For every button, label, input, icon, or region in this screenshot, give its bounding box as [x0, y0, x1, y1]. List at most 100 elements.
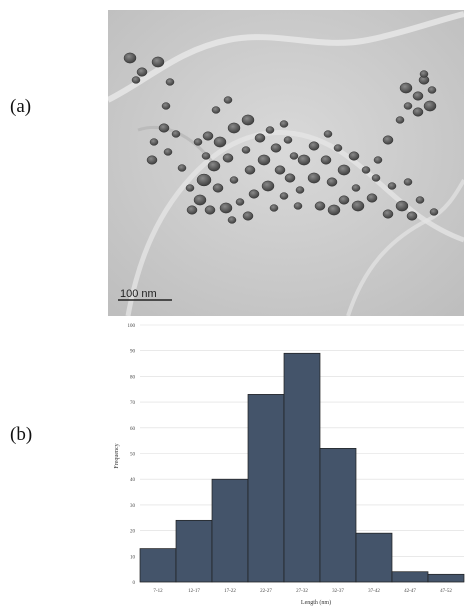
scale-bar-label: 100 nm [120, 288, 157, 300]
nanoparticle [284, 173, 296, 183]
x-tick-label: 17-22 [224, 589, 236, 594]
nanoparticle [423, 100, 437, 112]
nanoparticle [207, 160, 221, 172]
x-tick-label: 37-42 [368, 589, 380, 594]
nanoparticle [427, 86, 437, 94]
nanoparticle [361, 166, 371, 174]
nanoparticle [295, 186, 305, 194]
nanoparticle [412, 107, 424, 117]
nanoparticle [227, 216, 237, 224]
nanoparticle [196, 173, 212, 187]
nanoparticle [242, 211, 254, 221]
histogram-bar [139, 548, 177, 583]
x-axis-label: Length (nm) [301, 599, 331, 606]
nanoparticle [326, 177, 338, 187]
nanoparticle [327, 204, 341, 216]
panel-label-a: (a) [10, 96, 32, 117]
nanoparticle [241, 114, 255, 126]
nanoparticle [351, 184, 361, 192]
histogram-bar [355, 532, 393, 583]
nanoparticle [371, 174, 381, 182]
nanoparticle [366, 193, 378, 203]
nanoparticle [261, 180, 275, 192]
nanoparticle [274, 165, 286, 175]
carbon-film-strand [125, 130, 464, 316]
nanoparticle [308, 141, 320, 151]
histogram-chart: 0 10 20 30 40 50 60 70 80 90 100 7-12 12-17 17-22 22-2… [112, 316, 468, 607]
x-tick-label: 7-12 [153, 589, 163, 594]
nanoparticle [201, 152, 211, 160]
tem-micrograph: 100 nm [108, 10, 464, 316]
x-tick-label: 22-27 [260, 589, 272, 594]
nanoparticle [223, 96, 233, 104]
nanoparticle [211, 106, 221, 114]
nanoparticle [222, 153, 234, 163]
carbon-film-strand [108, 11, 464, 103]
panel-label-b: (b) [10, 424, 33, 445]
nanoparticle [171, 130, 181, 138]
nanoparticle [257, 154, 271, 166]
y-tick-label: 100 [128, 324, 136, 329]
y-tick-label: 20 [130, 530, 136, 535]
y-tick-label: 10 [130, 555, 136, 560]
nanoparticle [270, 143, 282, 153]
nanoparticle [165, 78, 175, 86]
y-tick-label: 40 [130, 478, 136, 483]
nanoparticle [348, 151, 360, 161]
nanoparticle [279, 192, 289, 200]
nanoparticle [283, 136, 293, 144]
nanoparticle [123, 52, 137, 64]
nanoparticle [373, 156, 383, 164]
tem-image: 100 nm [108, 10, 464, 316]
carbon-film-edge [137, 125, 220, 171]
nanoparticle [244, 165, 256, 175]
nanoparticle [254, 133, 266, 143]
y-tick-label: 60 [130, 427, 136, 432]
nanoparticle [146, 155, 158, 165]
nanoparticle [204, 205, 216, 215]
nanoparticle [297, 154, 311, 166]
tem-background [108, 10, 464, 316]
nanoparticle [403, 178, 413, 186]
nanoparticle [307, 172, 321, 184]
nanoparticle [293, 202, 303, 210]
nanoparticle [314, 201, 326, 211]
nanoparticle [149, 138, 159, 146]
nanoparticle [419, 70, 429, 78]
nanoparticle [248, 189, 260, 199]
x-tick-label: 27-32 [296, 589, 308, 594]
nanoparticle [131, 76, 141, 84]
nanoparticle [337, 164, 351, 176]
nanoparticle [229, 176, 239, 184]
nanoparticle [163, 148, 173, 156]
histogram-bar [247, 394, 285, 583]
y-tick-label: 90 [130, 350, 136, 355]
nanoparticle [185, 184, 195, 192]
histogram-bar [391, 571, 429, 583]
nanoparticle [213, 136, 227, 148]
y-tick-label: 50 [130, 453, 136, 458]
nanoparticle [399, 82, 413, 94]
nanoparticle-cluster [123, 52, 439, 224]
nanoparticle [351, 200, 365, 212]
nanoparticle [235, 198, 245, 206]
nanoparticle [227, 122, 241, 134]
nanoparticle [387, 182, 397, 190]
histogram-bar [175, 519, 213, 583]
nanoparticle [382, 209, 394, 219]
nanoparticle [241, 146, 251, 154]
x-tick-label: 42-47 [404, 589, 416, 594]
nanoparticle [193, 194, 207, 206]
histogram-bar [283, 352, 321, 583]
x-tick-label: 12-17 [188, 589, 200, 594]
nanoparticle [320, 155, 332, 165]
y-tick-label: 70 [130, 401, 136, 406]
nanoparticle [412, 91, 424, 101]
nanoparticle [406, 211, 418, 221]
y-tick-label: 0 [133, 581, 136, 586]
histogram-bar [211, 478, 249, 583]
x-tick-label: 32-37 [332, 589, 344, 594]
nanoparticle [323, 130, 333, 138]
nanoparticle [212, 183, 224, 193]
nanoparticle [279, 120, 289, 128]
